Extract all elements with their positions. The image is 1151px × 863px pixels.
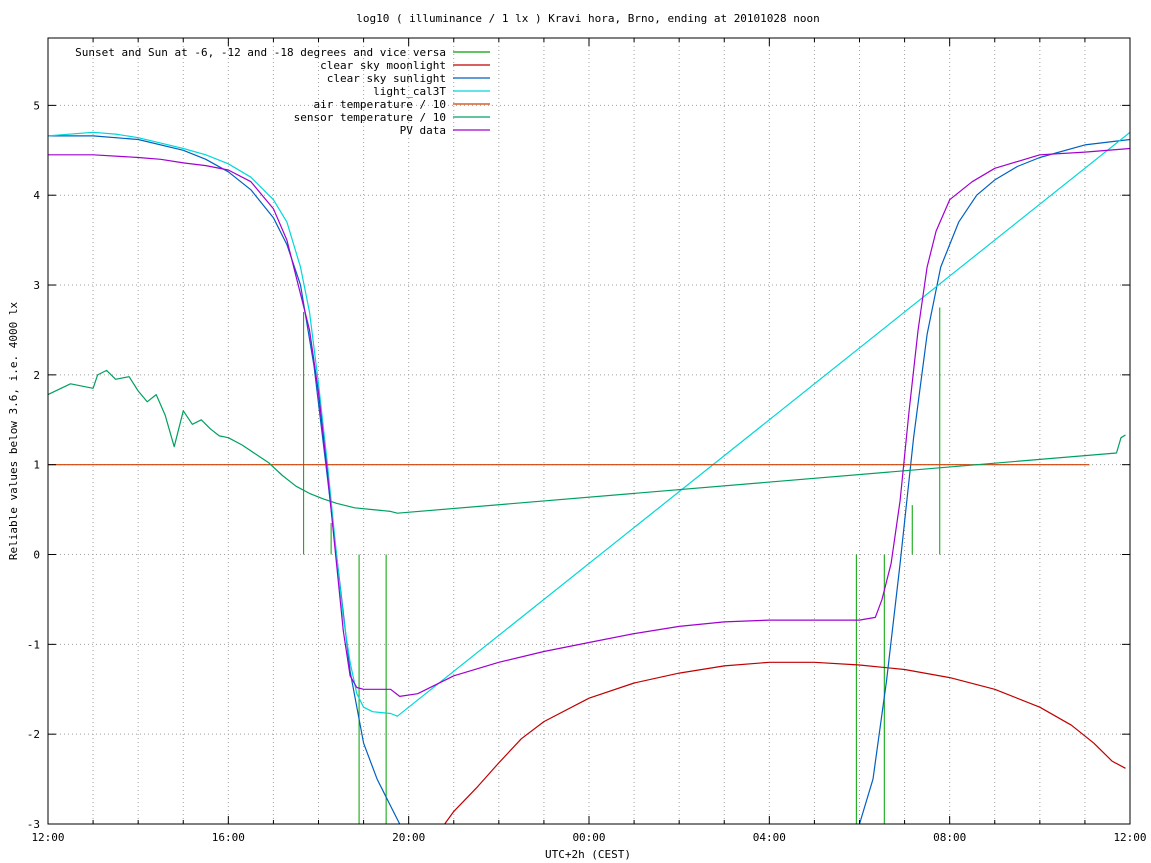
y-tick-label: -3 xyxy=(27,818,40,831)
series-layer xyxy=(48,131,1130,824)
x-tick-label: 16:00 xyxy=(212,831,245,844)
y-tick-label: 4 xyxy=(33,189,40,202)
series-line-3 xyxy=(48,131,1130,717)
y-axis-label: Reliable values below 3.6, i.e. 4000 lx xyxy=(7,301,20,560)
x-tick-label: 12:00 xyxy=(31,831,64,844)
legend-label: clear sky moonlight xyxy=(320,59,446,72)
x-axis-label: UTC+2h (CEST) xyxy=(545,848,631,861)
x-tick-label: 08:00 xyxy=(933,831,966,844)
legend-label: clear sky sunlight xyxy=(327,72,446,85)
series-line-5 xyxy=(48,369,1126,514)
x-tick-label: 04:00 xyxy=(753,831,786,844)
series-line-2 xyxy=(48,135,1130,824)
x-tick-label: 00:00 xyxy=(572,831,605,844)
legend-label: air temperature / 10 xyxy=(314,98,446,111)
y-tick-label: 5 xyxy=(33,99,40,112)
y-tick-label: 0 xyxy=(33,549,40,562)
x-tick-label: 12:00 xyxy=(1113,831,1146,844)
x-tick-label: 20:00 xyxy=(392,831,425,844)
chart-title: log10 ( illuminance / 1 lx ) Kravi hora,… xyxy=(356,12,820,25)
y-tick-label: 1 xyxy=(33,459,40,472)
axis-ticks: 12:00 16:00 20:00 00:00 04:00 08:00 12:00-3-2-… xyxy=(27,38,1147,844)
y-tick-label: -1 xyxy=(27,638,40,651)
grid xyxy=(48,38,1130,824)
legend-label: PV data xyxy=(400,124,446,137)
series-line-1 xyxy=(444,661,1126,824)
y-tick-label: 2 xyxy=(33,369,40,382)
legend-label: light_cal3T xyxy=(373,85,446,98)
series-line-6 xyxy=(48,147,1130,698)
y-tick-label: 3 xyxy=(33,279,40,292)
legend-label: Sunset and Sun at -6, -12 and -18 degree… xyxy=(75,46,446,59)
legend: Sunset and Sun at -6, -12 and -18 degree… xyxy=(75,46,490,137)
y-tick-label: -2 xyxy=(27,728,40,741)
legend-label: sensor temperature / 10 xyxy=(294,111,446,124)
